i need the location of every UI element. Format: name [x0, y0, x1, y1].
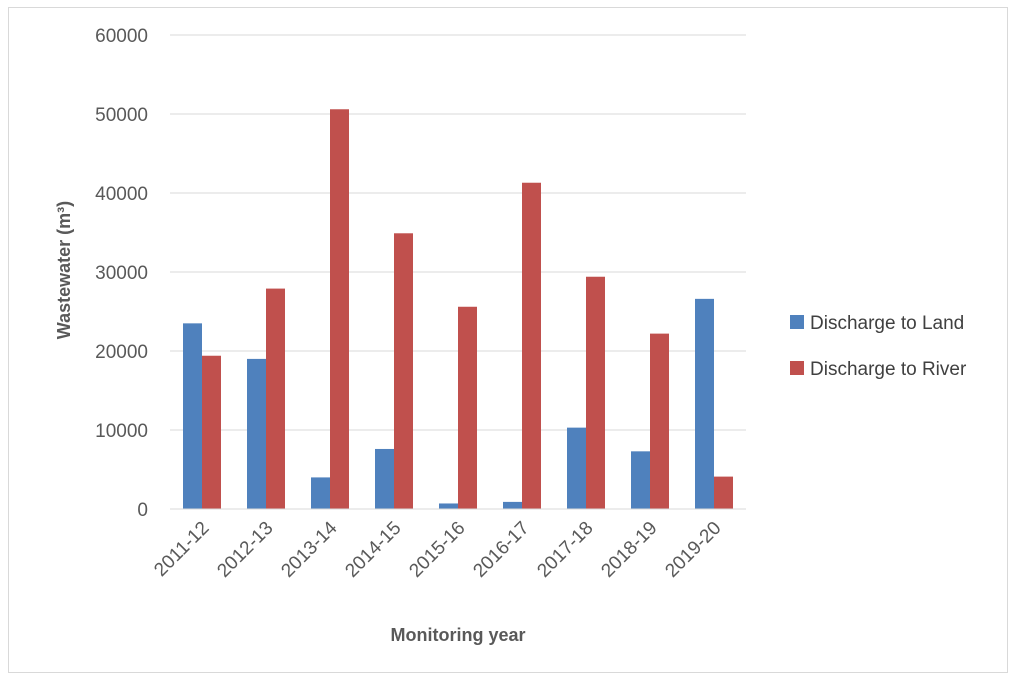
- bar-discharge-to-land-2012-13: [247, 358, 266, 509]
- bar-discharge-to-river-2013-14: [330, 109, 349, 509]
- x-tick-label: 2019-20: [661, 518, 725, 582]
- y-axis-title: Wastewater (m³): [54, 201, 74, 339]
- bar-discharge-to-land-2015-16: [439, 503, 458, 509]
- bar-discharge-to-river-2017-18: [586, 276, 605, 509]
- bars: [183, 109, 733, 510]
- y-tick-label: 60000: [95, 26, 148, 47]
- legend-swatch: [790, 315, 804, 329]
- bar-discharge-to-land-2019-20: [695, 298, 714, 509]
- bar-discharge-to-land-2011-12: [183, 323, 202, 509]
- bar-discharge-to-river-2018-19: [650, 333, 669, 509]
- bar-discharge-to-river-2014-15: [394, 233, 413, 510]
- y-tick-label: 30000: [95, 263, 148, 284]
- bar-discharge-to-land-2016-17: [503, 501, 522, 509]
- bar-discharge-to-river-2015-16: [458, 306, 477, 509]
- legend: Discharge to Land Discharge to River: [790, 313, 967, 380]
- x-axis-ticks: 2011-12 2012-13 2013-14 2014-15 2015-16 2016-…: [150, 517, 725, 581]
- legend-label: Discharge to River: [810, 359, 967, 380]
- x-tick-label: 2013-14: [277, 517, 341, 581]
- y-tick-label: 50000: [95, 105, 148, 126]
- legend-label: Discharge to Land: [810, 313, 964, 334]
- y-axis-ticks: 0 10000 20000 30000 40000 50000 60000: [95, 26, 148, 521]
- y-tick-label: 20000: [95, 342, 148, 363]
- bar-discharge-to-land-2018-19: [631, 451, 650, 509]
- legend-swatch: [790, 361, 804, 375]
- bar-discharge-to-river-2012-13: [266, 288, 285, 509]
- bar-discharge-to-land-2014-15: [375, 448, 394, 509]
- x-tick-label: 2018-19: [597, 518, 661, 582]
- bar-discharge-to-river-2019-20: [714, 476, 733, 509]
- x-tick-label: 2015-16: [405, 518, 469, 582]
- x-tick-label: 2017-18: [533, 518, 597, 582]
- y-tick-label: 0: [137, 500, 148, 521]
- x-tick-label: 2014-15: [341, 518, 405, 582]
- bar-discharge-to-land-2013-14: [311, 477, 330, 509]
- bar-discharge-to-river-2016-17: [522, 182, 541, 510]
- x-axis-title: Monitoring year: [390, 625, 525, 645]
- chart-frame: [8, 7, 1008, 673]
- bar-discharge-to-land-2017-18: [567, 427, 586, 509]
- y-tick-label: 10000: [95, 421, 148, 442]
- x-tick-label: 2012-13: [213, 518, 277, 582]
- x-tick-label: 2011-12: [150, 518, 213, 581]
- x-tick-label: 2016-17: [469, 518, 533, 582]
- y-tick-label: 40000: [95, 184, 148, 205]
- bar-discharge-to-river-2011-12: [202, 355, 221, 509]
